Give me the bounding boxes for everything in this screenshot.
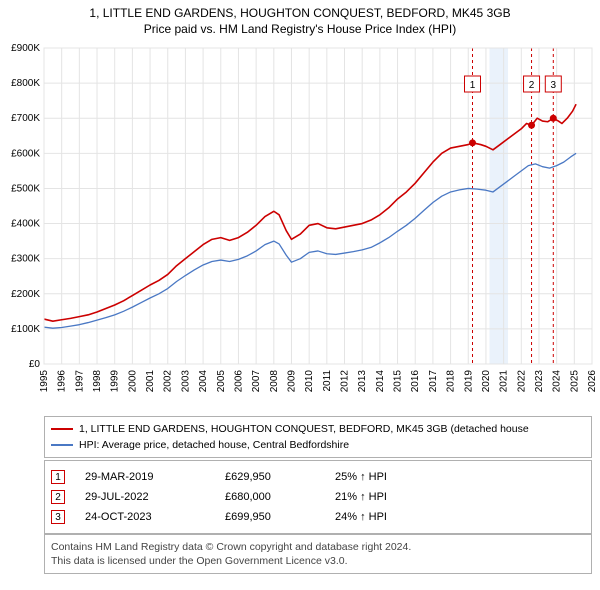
svg-text:2011: 2011 — [322, 370, 333, 392]
svg-text:2007: 2007 — [251, 370, 262, 393]
svg-text:£900K: £900K — [11, 43, 40, 54]
svg-text:£500K: £500K — [11, 183, 40, 194]
svg-text:2012: 2012 — [340, 370, 351, 393]
svg-text:1998: 1998 — [92, 370, 103, 393]
svg-text:2021: 2021 — [499, 370, 510, 393]
svg-text:2017: 2017 — [428, 370, 439, 393]
sale-date: 24-OCT-2023 — [85, 511, 225, 523]
svg-text:£800K: £800K — [11, 78, 40, 89]
sale-price: £680,000 — [225, 491, 335, 503]
svg-text:2010: 2010 — [304, 370, 315, 393]
sales-table: 1 29-MAR-2019 £629,950 25% ↑ HPI 2 29-JU… — [44, 460, 592, 534]
page-title-line1: 1, LITTLE END GARDENS, HOUGHTON CONQUEST… — [10, 6, 590, 20]
svg-text:£700K: £700K — [11, 113, 40, 124]
svg-text:1997: 1997 — [74, 370, 85, 393]
sale-marker: 1 — [51, 470, 65, 484]
svg-text:2019: 2019 — [463, 370, 474, 393]
svg-text:£0: £0 — [29, 359, 41, 370]
sale-date: 29-MAR-2019 — [85, 471, 225, 483]
sale-date: 29-JUL-2022 — [85, 491, 225, 503]
svg-text:2026: 2026 — [587, 370, 598, 393]
legend-text: HPI: Average price, detached house, Cent… — [79, 439, 349, 451]
legend-swatch — [51, 428, 73, 430]
svg-text:2014: 2014 — [375, 370, 386, 393]
legend: 1, LITTLE END GARDENS, HOUGHTON CONQUEST… — [44, 416, 592, 458]
svg-text:2001: 2001 — [145, 370, 156, 393]
sale-price: £699,950 — [225, 511, 335, 523]
legend-item-subject: 1, LITTLE END GARDENS, HOUGHTON CONQUEST… — [51, 421, 585, 437]
svg-text:2008: 2008 — [269, 370, 280, 393]
price-chart: £0 £100K £200K £300K £400K £500K £600K £700K £80… — [0, 42, 600, 410]
svg-text:1: 1 — [470, 80, 476, 91]
svg-text:2023: 2023 — [534, 370, 545, 393]
svg-text:2015: 2015 — [393, 370, 404, 393]
svg-text:2024: 2024 — [552, 370, 563, 393]
svg-text:£200K: £200K — [11, 289, 40, 300]
svg-text:£300K: £300K — [11, 254, 40, 265]
svg-text:2003: 2003 — [180, 370, 191, 393]
svg-text:2025: 2025 — [569, 370, 580, 393]
svg-text:2020: 2020 — [481, 370, 492, 393]
svg-text:2005: 2005 — [216, 370, 227, 393]
svg-text:2022: 2022 — [516, 370, 527, 393]
sale-price: £629,950 — [225, 471, 335, 483]
svg-text:£100K: £100K — [11, 324, 40, 335]
sale-row: 1 29-MAR-2019 £629,950 25% ↑ HPI — [51, 467, 585, 487]
title-area: 1, LITTLE END GARDENS, HOUGHTON CONQUEST… — [0, 0, 600, 36]
svg-text:1995: 1995 — [39, 370, 50, 393]
sale-row: 3 24-OCT-2023 £699,950 24% ↑ HPI — [51, 507, 585, 527]
svg-text:2006: 2006 — [233, 370, 244, 393]
svg-text:2013: 2013 — [357, 370, 368, 393]
legend-text: 1, LITTLE END GARDENS, HOUGHTON CONQUEST… — [79, 423, 529, 435]
svg-text:2004: 2004 — [198, 370, 209, 393]
attribution-line2: This data is licensed under the Open Gov… — [51, 554, 585, 568]
legend-item-hpi: HPI: Average price, detached house, Cent… — [51, 437, 585, 453]
sale-delta: 25% ↑ HPI — [335, 471, 387, 483]
svg-text:£400K: £400K — [11, 219, 40, 230]
svg-text:2009: 2009 — [286, 370, 297, 393]
sale-delta: 21% ↑ HPI — [335, 491, 387, 503]
svg-text:2018: 2018 — [446, 370, 457, 393]
sale-delta: 24% ↑ HPI — [335, 511, 387, 523]
svg-text:1999: 1999 — [110, 370, 121, 393]
svg-text:£600K: £600K — [11, 148, 40, 159]
sale-row: 2 29-JUL-2022 £680,000 21% ↑ HPI — [51, 487, 585, 507]
page-title-line2: Price paid vs. HM Land Registry's House … — [10, 22, 590, 36]
svg-text:3: 3 — [551, 80, 557, 91]
svg-text:1996: 1996 — [57, 370, 68, 393]
legend-swatch — [51, 444, 73, 446]
svg-text:2002: 2002 — [163, 370, 174, 393]
svg-text:2: 2 — [529, 80, 535, 91]
attribution: Contains HM Land Registry data © Crown c… — [44, 534, 592, 574]
svg-text:2000: 2000 — [127, 370, 138, 393]
sale-marker: 2 — [51, 490, 65, 504]
sale-marker: 3 — [51, 510, 65, 524]
svg-text:2016: 2016 — [410, 370, 421, 393]
chart-svg: £0 £100K £200K £300K £400K £500K £600K £700K £80… — [0, 42, 600, 410]
attribution-line1: Contains HM Land Registry data © Crown c… — [51, 540, 585, 554]
